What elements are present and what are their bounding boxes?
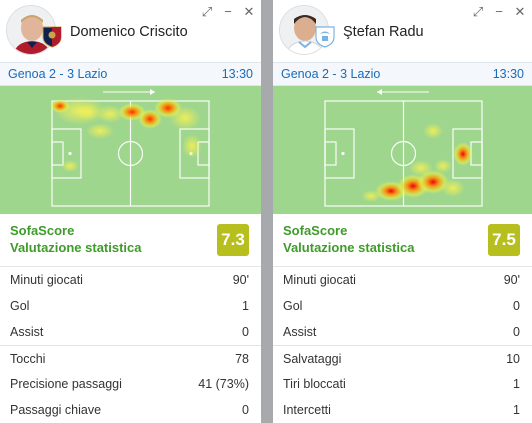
- match-time: 13:30: [221, 67, 253, 81]
- stat-label: Precisione passaggi: [10, 377, 122, 391]
- rating-label: Valutazione statistica: [10, 240, 142, 255]
- window-controls: ⤢ − ✕: [472, 4, 526, 20]
- match-bar[interactable]: Genoa 2 - 3 Lazio 13:30: [0, 62, 261, 86]
- stat-label: Assist: [10, 325, 44, 339]
- stat-row: Salvataggi 10: [273, 345, 532, 371]
- stat-label: Assist: [283, 325, 317, 339]
- sofascore-brand[interactable]: SofaScore: [10, 223, 75, 238]
- genoa-crest-icon: [40, 24, 64, 48]
- stat-row: Minuti giocati 90': [0, 267, 261, 293]
- attack-direction-arrow: [103, 89, 155, 95]
- stat-value: 10: [506, 351, 520, 366]
- stat-label: Tocchi: [10, 351, 46, 366]
- stat-row: Gol 1: [0, 293, 261, 319]
- stat-row: Assist 0: [273, 319, 532, 345]
- heatmap-spots: [361, 123, 473, 202]
- expand-icon[interactable]: ⤢: [472, 4, 484, 19]
- player-header: Ştefan Radu ⤢ − ✕: [273, 0, 532, 62]
- stat-label: Intercetti: [283, 403, 331, 417]
- player-name: Domenico Criscito: [70, 24, 188, 40]
- heatmap-pitch: [273, 86, 532, 214]
- stat-value: 90': [232, 273, 249, 287]
- minimize-icon[interactable]: −: [224, 4, 232, 19]
- rating-label: Valutazione statistica: [283, 240, 415, 255]
- rating-badge: 7.5: [488, 224, 520, 256]
- minimize-icon[interactable]: −: [495, 4, 503, 19]
- stat-value: 78: [235, 351, 249, 366]
- stat-row: Tiri bloccati 1: [273, 371, 532, 397]
- heatmap-pitch: [0, 86, 261, 214]
- stat-value: 90': [503, 273, 520, 287]
- match-score-link[interactable]: Genoa 2 - 3 Lazio: [8, 67, 108, 81]
- stats-list: Minuti giocati 90' Gol 1 Assist 0 Tocchi…: [0, 266, 261, 423]
- stat-row: Gol 0: [273, 293, 532, 319]
- stat-row: Passaggi chiave 0: [0, 397, 261, 423]
- sofascore-brand[interactable]: SofaScore: [283, 223, 348, 238]
- stat-value: 0: [513, 325, 520, 339]
- stat-label: Passaggi chiave: [10, 403, 102, 417]
- stat-value: 1: [513, 403, 520, 417]
- match-time: 13:30: [492, 67, 524, 81]
- attack-direction-arrow: [377, 89, 429, 95]
- close-icon[interactable]: ✕: [514, 4, 526, 19]
- window-controls: ⤢ − ✕: [201, 4, 255, 20]
- rating-section: SofaScore Valutazione statistica 7.3: [0, 214, 261, 266]
- stat-label: Gol: [283, 299, 303, 313]
- stat-row: Intercetti 1: [273, 397, 532, 423]
- stat-value: 1: [513, 377, 520, 391]
- stat-row: Precisione passaggi 41 (73%): [0, 371, 261, 397]
- match-score-link[interactable]: Genoa 2 - 3 Lazio: [281, 67, 381, 81]
- player-header: Domenico Criscito ⤢ − ✕: [0, 0, 261, 62]
- stat-value: 0: [513, 299, 520, 313]
- stat-row: Tocchi 78: [0, 345, 261, 371]
- player-card-criscito: Domenico Criscito ⤢ − ✕ Genoa 2 - 3 Lazi…: [0, 0, 261, 423]
- player-card-radu: Ştefan Radu ⤢ − ✕ Genoa 2 - 3 Lazio 13:3…: [273, 0, 532, 423]
- expand-icon[interactable]: ⤢: [201, 4, 213, 19]
- stat-value: 0: [242, 325, 249, 339]
- stat-label: Minuti giocati: [10, 273, 83, 287]
- stat-value: 1: [242, 299, 249, 313]
- stat-label: Minuti giocati: [283, 273, 356, 287]
- heatmap-spots: [50, 97, 202, 172]
- match-bar[interactable]: Genoa 2 - 3 Lazio 13:30: [273, 62, 532, 86]
- stat-row: Assist 0: [0, 319, 261, 345]
- close-icon[interactable]: ✕: [243, 4, 255, 19]
- rating-badge: 7.3: [217, 224, 249, 256]
- stat-label: Salvataggi: [283, 351, 342, 366]
- rating-section: SofaScore Valutazione statistica 7.5: [273, 214, 532, 266]
- stat-row: Minuti giocati 90': [273, 267, 532, 293]
- stat-label: Tiri bloccati: [283, 377, 346, 391]
- stat-value: 41 (73%): [198, 377, 249, 391]
- lazio-crest-icon: [313, 24, 337, 48]
- stat-label: Gol: [10, 299, 30, 313]
- stats-list: Minuti giocati 90' Gol 0 Assist 0 Salvat…: [273, 266, 532, 423]
- stat-value: 0: [242, 403, 249, 417]
- player-name: Ştefan Radu: [343, 24, 424, 40]
